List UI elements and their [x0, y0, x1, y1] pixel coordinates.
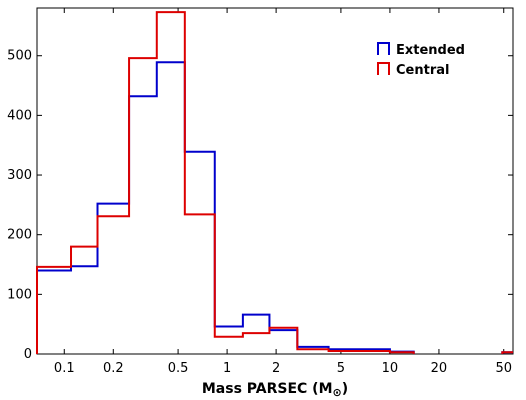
x-tick-label: 50 — [495, 361, 512, 376]
legend-label-extended: Extended — [396, 43, 465, 58]
y-tick-label: 200 — [7, 228, 32, 243]
x-axis-label: Mass PARSEC (M⊙) — [202, 381, 348, 399]
series-line-extended — [36, 61, 415, 354]
y-tick-label: 500 — [7, 49, 32, 64]
x-tick-label: 20 — [431, 361, 448, 376]
x-tick-label: 10 — [382, 361, 399, 376]
series-line-central — [36, 11, 415, 354]
plot-frame — [36, 7, 514, 355]
y-tick-label: 100 — [7, 287, 32, 302]
x-tick-label: 1 — [223, 361, 231, 376]
x-tick-label: 0.1 — [54, 361, 75, 376]
legend-swatch-extended — [377, 42, 390, 55]
x-tick-label: 2 — [272, 361, 280, 376]
series-layer — [36, 11, 513, 354]
legend-label-central: Central — [396, 63, 449, 78]
y-tick-label: 400 — [7, 108, 32, 123]
x-axis: 0.1 0.2 0.5 1 2 5 10 20 50 — [54, 8, 512, 376]
x-tick-label: 5 — [337, 361, 345, 376]
y-axis: 0 100 200 300 400 500 — [7, 49, 513, 362]
y-tick-label: 300 — [7, 168, 32, 183]
legend-swatch-central — [377, 62, 390, 75]
x-tick-label: 0.5 — [168, 361, 189, 376]
series-tail-central — [501, 351, 513, 354]
x-tick-label: 0.2 — [103, 361, 124, 376]
y-tick-label: 0 — [24, 347, 32, 362]
legend: Extended Central — [377, 42, 465, 78]
